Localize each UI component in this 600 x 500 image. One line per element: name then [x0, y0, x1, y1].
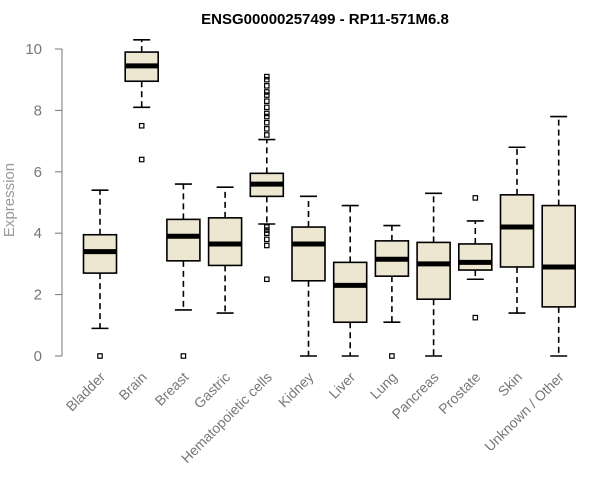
- outlier-point: [264, 98, 270, 104]
- outlier-point: [264, 242, 270, 249]
- iqr-box: [291, 226, 326, 282]
- y-tick-label: 6: [34, 164, 42, 181]
- x-tick-label: Liver: [326, 369, 359, 402]
- x-tick-label: Prostate: [435, 369, 483, 417]
- box-prostate: [457, 195, 493, 321]
- iqr-box: [541, 204, 577, 308]
- y-axis-ticks: 0 2 4 6 8 10: [25, 41, 62, 365]
- y-tick-label: 8: [34, 102, 42, 119]
- box-pancreas: [416, 192, 451, 357]
- y-tick-label: 2: [34, 287, 42, 304]
- box-breast: [166, 183, 201, 359]
- x-tick-label: Brain: [115, 369, 149, 403]
- x-tick-label: Unknown / Other: [481, 369, 567, 455]
- outlier-point: [138, 156, 145, 163]
- outlier-point: [264, 227, 270, 233]
- outlier-point: [180, 353, 187, 359]
- outlier-point: [264, 132, 270, 138]
- iqr-box: [457, 243, 493, 271]
- outlier-point: [264, 83, 270, 89]
- box-gastric: [207, 186, 243, 314]
- x-tick-label: Lung: [367, 369, 400, 402]
- outlier-point: [472, 314, 479, 321]
- iqr-box: [332, 261, 368, 324]
- outlier-point: [264, 276, 270, 283]
- outlier-point: [264, 110, 270, 117]
- outlier-point: [264, 104, 270, 111]
- y-axis-label: Expression: [1, 163, 18, 237]
- outlier-point: [264, 230, 270, 237]
- x-tick-label: Kidney: [275, 369, 317, 411]
- boxes-group: [82, 38, 577, 359]
- outlier-point: [264, 126, 270, 132]
- outlier-point: [472, 195, 479, 201]
- y-tick-label: 0: [34, 348, 42, 365]
- outlier-point: [138, 122, 145, 129]
- outlier-point: [97, 353, 103, 359]
- outlier-point: [264, 76, 270, 83]
- box-skin: [499, 146, 535, 314]
- outlier-point: [264, 119, 270, 126]
- iqr-box: [416, 241, 451, 301]
- y-tick-label: 4: [34, 225, 42, 242]
- box-bladder: [82, 189, 118, 359]
- box-lung: [374, 224, 410, 359]
- chart-title: ENSG00000257499 - RP11-571M6.8: [201, 11, 449, 28]
- x-tick-label: Skin: [495, 369, 526, 400]
- box-kidney: [291, 195, 326, 357]
- box-liver: [332, 204, 368, 357]
- iqr-box: [166, 218, 201, 262]
- x-tick-label: Breast: [152, 369, 192, 409]
- box-brain: [124, 38, 159, 163]
- outlier-point: [264, 92, 270, 98]
- x-tick-label: Bladder: [63, 369, 109, 415]
- box-hematopoietic-cells: [249, 73, 285, 283]
- outlier-point: [264, 89, 270, 95]
- iqr-box: [499, 194, 535, 268]
- box-unknown-other: [541, 115, 577, 357]
- outlier-point: [264, 73, 270, 80]
- outlier-point: [264, 236, 270, 243]
- outlier-point: [264, 113, 270, 120]
- y-tick-label: 10: [25, 41, 42, 58]
- outlier-point: [389, 353, 395, 359]
- outlier-point: [264, 224, 270, 230]
